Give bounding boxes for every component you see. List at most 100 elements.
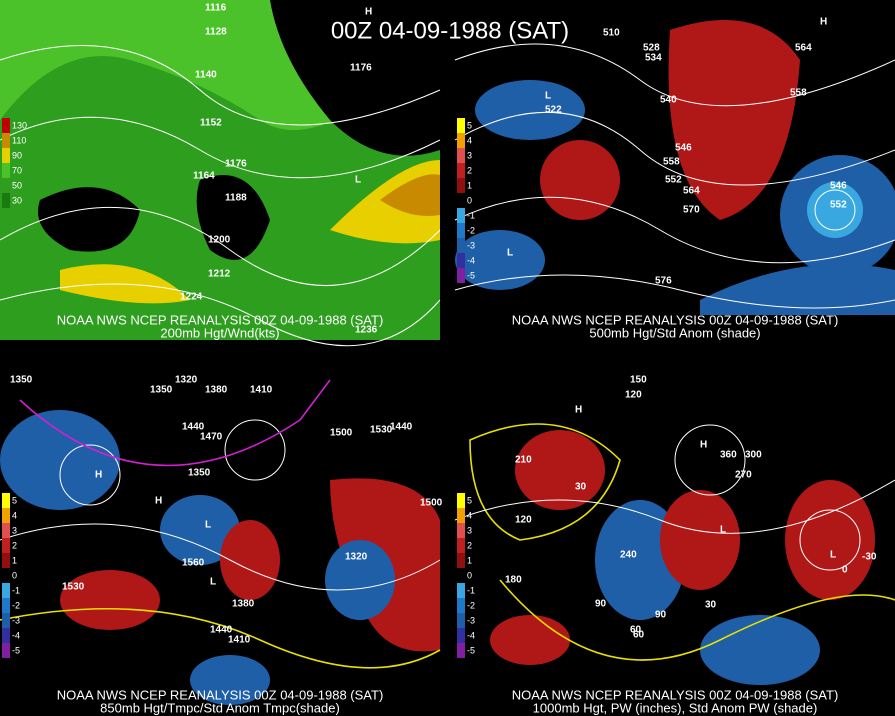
legend-swatch [457,178,465,193]
contour-label: 90 [655,610,667,621]
anomaly-shade [160,495,240,565]
legend-label: 130 [12,120,27,130]
contour-label: L [507,248,513,259]
legend-label: 4 [467,510,472,520]
contour-label: 546 [675,143,692,154]
legend-swatch [457,613,465,628]
anomaly-shade [515,430,605,510]
contour [814,189,856,231]
contour-label: 1140 [195,70,217,81]
legend-label: -3 [467,240,475,250]
anomaly-shade [475,80,585,140]
anomaly-shade [668,20,800,220]
contour-label: 120 [515,515,532,526]
legend-swatch [457,583,465,598]
legend-label: 50 [12,180,22,190]
legend-label: 0 [467,570,472,580]
legend-label: -2 [467,225,475,235]
contour-label: H [155,496,162,507]
contour-label: L [355,175,361,186]
legend-swatch [2,643,10,658]
contour-label: 90 [595,599,607,610]
contour-label: 1320 [175,375,198,386]
anomaly-shade [700,615,820,685]
legend-label: -3 [12,615,20,625]
contour-label: 540 [660,95,677,106]
legend-label: 90 [12,150,22,160]
contour-label: 522 [545,105,562,116]
legend-label: 3 [467,150,472,160]
contour [0,116,441,179]
legend-label: 3 [467,525,472,535]
contour-label: 528 [643,43,660,54]
legend-label: -5 [467,645,475,655]
contour [454,196,895,264]
contour-label: H [365,7,372,18]
contour-label: 1530 [62,582,85,593]
legend-swatch [457,133,465,148]
legend-swatch [2,538,10,553]
legend-swatch [457,208,465,223]
contour [0,523,441,591]
contour-label: L [205,520,211,531]
contour-label: 1500 [330,428,353,439]
anomaly-shade [785,480,875,600]
legend-swatch [2,613,10,628]
contour-label: L [830,550,836,561]
legend-label: -5 [12,645,20,655]
contour [0,607,441,669]
contour-label: 510 [603,28,620,39]
contour [454,274,895,309]
anomaly-shade [455,230,545,290]
contour-label: 570 [683,205,700,216]
anomaly-shade [0,410,120,510]
legend-label: -4 [467,630,475,640]
legend-label: 1 [12,555,17,565]
contour-label: 564 [795,43,812,54]
legend-label: 5 [12,495,17,505]
contour [59,444,121,506]
legend-swatch [457,118,465,133]
contour-label: 1212 [208,269,231,280]
wind-shade [380,174,440,216]
contour [799,509,861,571]
contour-label: 1350 [150,385,173,396]
panel-credit: NOAA NWS NCEP REANALYSIS 00Z 04-09-1988 … [57,312,384,327]
contour-label: 1176 [350,63,372,74]
legend-label: 2 [467,165,472,175]
contour-label: 1224 [180,292,203,303]
contour [454,479,895,534]
legend-swatch [2,163,10,178]
contour-label: 1500 [420,498,443,509]
contour-label: 1200 [208,235,231,246]
legend-swatch [2,598,10,613]
contour-label: 1350 [188,468,211,479]
contour-label: 60 [633,630,645,641]
contour [0,206,441,287]
legend-swatch [457,223,465,238]
contour [469,423,621,541]
contour [0,45,441,126]
contour-label: 300 [745,450,762,461]
legend-swatch [457,538,465,553]
wind-shade [196,175,270,260]
contour-label: 210 [515,455,532,466]
contour-label: 1188 [225,193,247,204]
panel-1000mb [454,375,895,716]
main-title: 00Z 04-09-1988 (SAT) [331,17,569,44]
contour-label: 1470 [200,432,223,443]
legend-swatch [2,568,10,583]
contour-label: 120 [625,390,642,401]
contour-label: -30 [862,552,877,563]
contour-label: L [720,525,726,536]
contour-label: 1560 [182,558,205,569]
legend-label: 2 [12,540,17,550]
legend-swatch [457,643,465,658]
contour-label: 546 [830,181,847,192]
legend-swatch [457,568,465,583]
contour [224,419,286,481]
legend-label: 0 [12,570,17,580]
contour-label: 552 [830,200,847,211]
